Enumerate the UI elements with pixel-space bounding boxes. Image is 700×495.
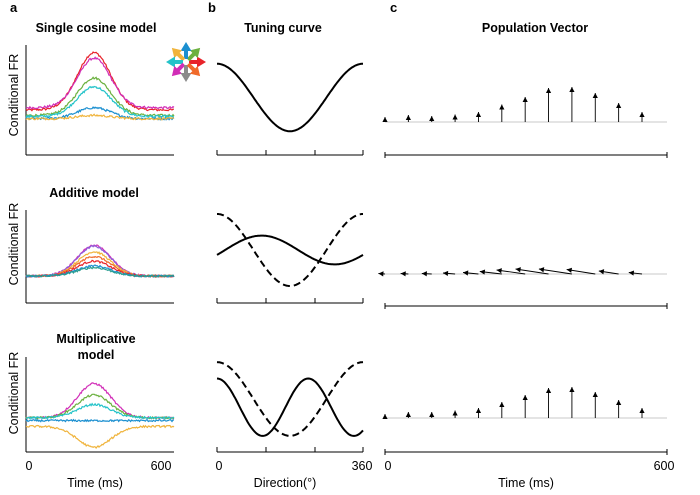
legend-arrowhead-6: [171, 65, 183, 77]
axes-col-a: [25, 45, 174, 453]
vector-head-row3-12: [639, 408, 645, 413]
panel-letter-a: a: [10, 0, 18, 15]
xlabel-b: Direction(°): [254, 476, 317, 490]
title-multiplicative-line1: Multiplicative: [56, 332, 135, 346]
title-multiplicative-line2: model: [78, 348, 115, 362]
axes-col-b: [216, 150, 364, 453]
direction-legend-icon: [166, 42, 206, 82]
vector-head-row3-1: [382, 414, 388, 419]
trace-row1-green: [25, 76, 175, 118]
trace-row2-yellow: [25, 251, 175, 278]
vector-head-row2-7: [496, 268, 502, 274]
trace-row1-red: [25, 51, 174, 112]
vector-head-row1-1: [382, 117, 388, 122]
firing-rate-traces: [25, 51, 175, 449]
axes-col-c: [384, 121, 668, 455]
title-additive: Additive model: [49, 186, 139, 200]
vector-head-row3-8: [545, 388, 552, 393]
trace-row3-magenta: [25, 382, 175, 420]
trace-row2-orange: [25, 255, 175, 279]
trace-row3-yellow: [25, 424, 175, 449]
vector-head-row3-10: [592, 392, 598, 397]
legend-arrowhead-8: [189, 65, 201, 77]
trace-row3-green: [25, 393, 175, 420]
vector-head-row2-1: [378, 271, 384, 277]
vector-row2-9: [538, 268, 572, 275]
vector-head-row1-3: [429, 116, 435, 121]
trace-row2-magenta: [25, 244, 175, 279]
trace-row1-yellow: [25, 113, 175, 121]
tuning-row3-solid: [216, 377, 364, 437]
xtick-b-360: 360: [352, 459, 373, 473]
trace-row3-cyan: [25, 402, 175, 420]
vector-head-row1-11: [616, 103, 622, 108]
tuning-curves: [216, 62, 364, 437]
vector-head-row2-6: [479, 269, 486, 275]
vector-head-row2-8: [515, 267, 521, 273]
legend-arrowhead-7: [180, 73, 192, 82]
vector-head-row3-7: [522, 395, 528, 400]
vector-head-row3-11: [616, 400, 622, 405]
panel-letter-c: c: [390, 0, 397, 15]
vector-head-row1-7: [522, 97, 528, 102]
legend-arrowhead-4: [171, 47, 183, 59]
ylabel-row1: Conditional FR: [7, 54, 21, 137]
tuning-row2-solid: [216, 234, 364, 266]
vector-head-row3-5: [475, 408, 482, 413]
trace-row2-green: [25, 266, 175, 278]
trace-row2-blue: [25, 264, 175, 278]
vector-head-row3-6: [499, 402, 505, 407]
xtick-c-0: 0: [385, 459, 392, 473]
xlabel-c: Time (ms): [498, 476, 554, 490]
trace-row1-blue: [25, 106, 175, 121]
trace-row1-magenta: [25, 56, 175, 110]
title-population-vector: Population Vector: [482, 21, 588, 35]
vector-row2-8: [515, 268, 549, 275]
vector-head-row3-2: [405, 412, 411, 417]
legend-arrowhead-3: [180, 42, 192, 51]
population-vectors: [378, 87, 645, 419]
panel-letter-b: b: [208, 0, 216, 15]
vector-head-row2-10: [566, 267, 573, 273]
tuning-row1-solid: [217, 62, 363, 133]
vector-head-row3-3: [429, 412, 435, 417]
vector-head-row2-9: [538, 267, 545, 273]
vector-head-row1-12: [639, 112, 645, 117]
ylabel-row3: Conditional FR: [7, 352, 21, 435]
vector-head-row1-6: [499, 104, 505, 110]
trace-row3-blue: [25, 418, 175, 423]
vector-head-row2-3: [421, 271, 427, 277]
xtick-c-600: 600: [654, 459, 675, 473]
vector-head-row2-4: [442, 270, 449, 277]
xtick-b-0: 0: [216, 459, 223, 473]
vector-head-row1-2: [405, 115, 411, 120]
vector-head-row1-9: [569, 87, 575, 92]
vector-head-row1-5: [475, 112, 482, 117]
xtick-a-600: 600: [151, 459, 172, 473]
trace-row1-cyan: [25, 85, 175, 119]
trace-row2-purple: [25, 244, 175, 278]
vector-head-row2-2: [400, 271, 406, 277]
title-single-cosine: Single cosine model: [36, 21, 157, 35]
xtick-a-0: 0: [26, 459, 33, 473]
vector-head-row2-12: [628, 270, 635, 276]
vector-head-row2-5: [463, 270, 469, 276]
title-tuning-curve: Tuning curve: [244, 21, 322, 35]
legend-arrowhead-1: [197, 56, 206, 68]
ylabel-row2: Conditional FR: [7, 203, 21, 286]
vector-head-row2-11: [598, 269, 605, 275]
legend-arrowhead-2: [189, 47, 201, 59]
tuning-row2-dashed: [217, 213, 363, 287]
vector-head-row3-4: [452, 410, 458, 416]
xlabel-a: Time (ms): [67, 476, 123, 490]
vector-head-row3-9: [569, 387, 575, 392]
vector-head-row1-10: [592, 93, 598, 98]
vector-head-row1-8: [545, 88, 552, 93]
vector-head-row1-4: [452, 114, 458, 120]
legend-arrowhead-5: [166, 56, 175, 68]
